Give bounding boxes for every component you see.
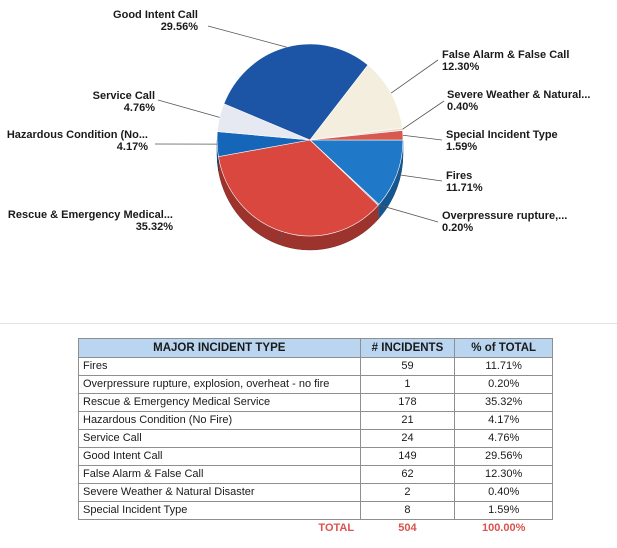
table-row: Severe Weather & Natural Disaster 2 0.40…: [78, 483, 553, 502]
pie-leader-line: [396, 174, 443, 182]
row-percent: 12.30%: [454, 465, 553, 484]
row-percent: 11.71%: [454, 357, 553, 376]
pie-leader-line: [378, 204, 439, 223]
pie-slice: [218, 139, 379, 237]
row-type: Fires: [78, 357, 361, 376]
row-percent: 29.56%: [454, 447, 553, 466]
row-percent: 0.20%: [454, 375, 553, 394]
table-total-row: TOTAL 504 100.00%: [79, 520, 553, 538]
pie-slice-percent: 12.30%: [442, 61, 480, 73]
table-row: Rescue & Emergency Medical Service 178 3…: [78, 393, 553, 412]
row-percent: 35.32%: [454, 393, 553, 412]
row-incidents: 149: [359, 447, 456, 466]
pie-slice-percent: 4.17%: [117, 141, 148, 153]
row-type: Service Call: [78, 429, 361, 448]
table-row: Service Call 24 4.76%: [78, 429, 553, 448]
table-row: Fires 59 11.71%: [78, 357, 553, 376]
pie-slice: [309, 139, 404, 205]
row-incidents: 24: [359, 429, 456, 448]
row-type: Severe Weather & Natural Disaster: [78, 483, 361, 502]
header-percent-of-total: % of TOTAL: [454, 338, 553, 358]
pie-slice-label: Hazardous Condition (No...: [7, 129, 148, 141]
row-type: Good Intent Call: [78, 447, 361, 466]
pie-leader-line: [402, 134, 443, 141]
header-major-incident-type: MAJOR INCIDENT TYPE: [78, 338, 361, 358]
row-incidents: 21: [359, 411, 456, 430]
pie-slice: [309, 64, 403, 141]
pie-slice-label: Overpressure rupture,...: [442, 210, 567, 222]
row-incidents: 178: [359, 393, 456, 412]
row-incidents: 1: [359, 375, 456, 394]
pie-slice-label: Service Call: [93, 90, 155, 102]
pie-slice-percent: 29.56%: [161, 21, 199, 33]
table-row: Hazardous Condition (No Fire) 21 4.17%: [78, 411, 553, 430]
row-percent: 4.76%: [454, 429, 553, 448]
pie-slice-percent: 11.71%: [446, 182, 483, 194]
pie-leader-line: [390, 59, 439, 94]
incident-table: MAJOR INCIDENT TYPE # INCIDENTS % of TOT…: [78, 338, 553, 537]
pie-slice-percent: 0.20%: [442, 222, 473, 234]
header-incidents: # INCIDENTS: [359, 338, 456, 358]
table-row: Overpressure rupture, explosion, overhea…: [78, 375, 553, 394]
pie-slice-label: Severe Weather & Natural...: [447, 89, 590, 101]
row-incidents: 59: [359, 357, 456, 376]
total-incidents: 504: [398, 522, 417, 534]
table-row: False Alarm & False Call 62 12.30%: [78, 465, 553, 484]
total-label: TOTAL: [318, 522, 355, 534]
table-row: Good Intent Call 149 29.56%: [78, 447, 553, 466]
pie-slice-percent: 1.59%: [446, 141, 477, 153]
pie-slice-label: Rescue & Emergency Medical...: [8, 209, 173, 221]
row-type: Overpressure rupture, explosion, overhea…: [78, 375, 361, 394]
row-incidents: 8: [359, 501, 456, 520]
pie-slice-percent: 4.76%: [124, 102, 155, 114]
row-percent: 4.17%: [454, 411, 553, 430]
table-header-row: MAJOR INCIDENT TYPE # INCIDENTS % of TOT…: [78, 338, 553, 358]
row-type: Hazardous Condition (No Fire): [78, 411, 361, 430]
row-type: Special Incident Type: [78, 501, 361, 520]
row-incidents: 62: [359, 465, 456, 484]
pie-slice-label: Good Intent Call: [113, 9, 198, 21]
pie-leader-line: [207, 25, 287, 48]
row-incidents: 2: [359, 483, 456, 502]
pie-slice: [309, 130, 404, 141]
row-percent: 0.40%: [454, 483, 553, 502]
pie-slice-percent: 0.40%: [447, 101, 478, 113]
pie-slice-percent: 35.32%: [136, 221, 174, 233]
pie-slice-label: False Alarm & False Call: [442, 49, 569, 61]
pie-slice-label: Fires: [446, 170, 472, 182]
row-type: Rescue & Emergency Medical Service: [78, 393, 361, 412]
pie-slice-label: Special Incident Type: [446, 129, 558, 141]
pie-leader-line: [277, 231, 284, 241]
table-row: Special Incident Type 8 1.59%: [78, 501, 553, 520]
section-divider: [0, 323, 617, 324]
pie-leader-line: [157, 99, 220, 118]
row-type: False Alarm & False Call: [78, 465, 361, 484]
total-percent: 100.00%: [481, 522, 526, 534]
pie-leader-line: [402, 100, 445, 130]
row-percent: 1.59%: [454, 501, 553, 520]
